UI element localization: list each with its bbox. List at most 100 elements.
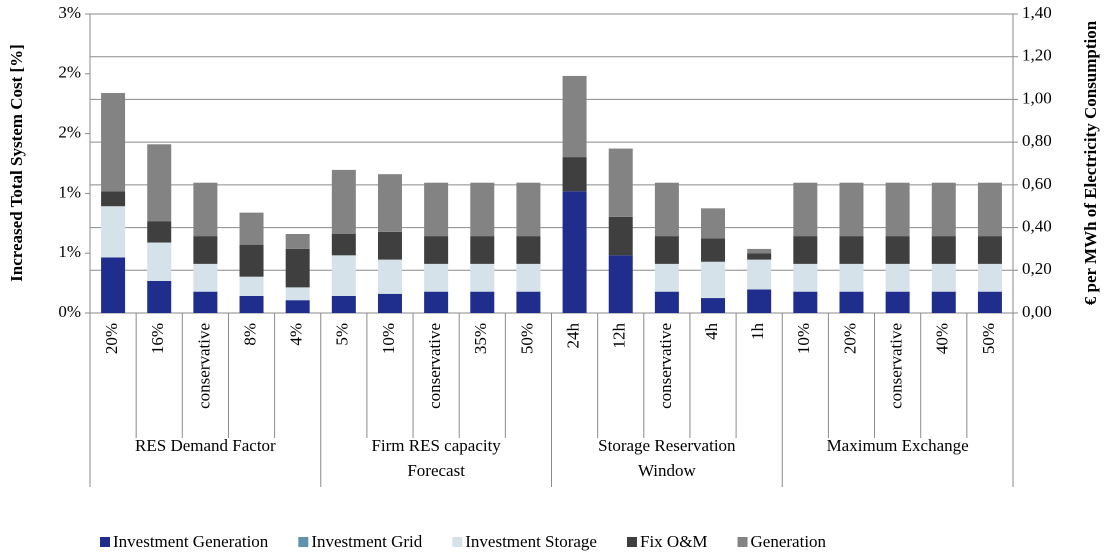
bar-segment bbox=[654, 236, 679, 264]
bar-segment bbox=[470, 182, 495, 237]
bar-segment bbox=[377, 259, 402, 294]
bar-segment bbox=[793, 182, 818, 237]
x-tick-label: 4h bbox=[702, 323, 721, 341]
group-label: RES Demand Factor bbox=[135, 436, 276, 455]
legend-swatch bbox=[100, 537, 110, 547]
bar-segment bbox=[839, 182, 864, 237]
bar-segment bbox=[470, 291, 495, 313]
bar-segment bbox=[562, 75, 587, 158]
bar-segment bbox=[747, 259, 772, 290]
bar-segment bbox=[285, 233, 310, 249]
x-tick-label: 40% bbox=[933, 323, 952, 354]
group-label: Firm RES capacity bbox=[371, 436, 501, 455]
y-tick-label: 1% bbox=[58, 242, 81, 261]
x-tick-label: conservative bbox=[194, 323, 213, 409]
bar-segment bbox=[470, 236, 495, 264]
y2-tick-label: 0,00 bbox=[1022, 302, 1052, 321]
bar-segment bbox=[977, 236, 1002, 264]
bar-segment bbox=[285, 287, 310, 301]
x-tick-label: conservative bbox=[887, 323, 906, 409]
y-axis-title: Increased Total System Cost [%] bbox=[7, 44, 26, 282]
bar-segment bbox=[931, 263, 956, 292]
bar-segment bbox=[285, 248, 310, 288]
x-tick-label: 20% bbox=[840, 323, 859, 354]
legend-swatch bbox=[452, 537, 463, 547]
bar-segment bbox=[793, 263, 818, 292]
x-tick-label: 12h bbox=[610, 323, 629, 349]
bar-segment bbox=[193, 291, 218, 313]
bar-segment bbox=[977, 291, 1002, 313]
bar-segment bbox=[885, 182, 910, 237]
bar-segment bbox=[101, 257, 126, 313]
bar-segment bbox=[839, 263, 864, 292]
y-tick-label: 1% bbox=[58, 182, 81, 201]
bar-segment bbox=[885, 236, 910, 264]
bar-segment bbox=[701, 261, 726, 299]
group-label: Storage Reservation bbox=[598, 436, 736, 455]
bar-segment bbox=[977, 182, 1002, 237]
x-tick-label: conservative bbox=[425, 323, 444, 409]
bar-segment bbox=[885, 291, 910, 313]
x-tick-label: 20% bbox=[102, 323, 121, 354]
bar-segment bbox=[977, 263, 1002, 292]
bar-segment bbox=[931, 291, 956, 313]
x-tick-label: 8% bbox=[240, 323, 259, 346]
bar-segment bbox=[377, 231, 402, 260]
y-tick-label: 2% bbox=[58, 63, 81, 82]
bar-segment bbox=[608, 148, 633, 217]
legend-label: Investment Storage bbox=[465, 532, 597, 551]
bar-segment bbox=[239, 276, 264, 296]
bar-segment bbox=[608, 255, 633, 313]
bar-segment bbox=[701, 298, 726, 313]
bar-segment bbox=[654, 182, 679, 237]
group-label: Window bbox=[638, 461, 697, 480]
x-tick-label: 10% bbox=[794, 323, 813, 354]
y-tick-label: 3% bbox=[58, 3, 81, 22]
y2-tick-label: 1,20 bbox=[1022, 46, 1052, 65]
bar-segment bbox=[239, 295, 264, 313]
bar-segment bbox=[885, 263, 910, 292]
x-tick-label: 50% bbox=[517, 323, 536, 354]
bar-segment bbox=[147, 144, 172, 222]
bar-segment bbox=[331, 295, 356, 313]
bar-segment bbox=[701, 208, 726, 239]
bar-segment bbox=[239, 244, 264, 277]
y2-tick-label: 0,40 bbox=[1022, 216, 1052, 235]
bar-segment bbox=[147, 242, 172, 281]
bar-segment bbox=[331, 169, 356, 234]
bar-segment bbox=[516, 291, 541, 313]
bar-segment bbox=[331, 233, 356, 256]
bar-segment bbox=[470, 263, 495, 292]
bar-segment bbox=[239, 212, 264, 245]
bar-segment bbox=[654, 291, 679, 313]
x-tick-label: conservative bbox=[656, 323, 675, 409]
group-label: Maximum Exchange bbox=[827, 436, 969, 455]
x-tick-label: 24h bbox=[563, 323, 582, 349]
bar-segment bbox=[147, 221, 172, 243]
group-label: Forecast bbox=[407, 461, 465, 480]
x-tick-label: 35% bbox=[471, 323, 490, 354]
bar-segment bbox=[839, 291, 864, 313]
legend-label: Generation bbox=[751, 532, 827, 551]
legend-label: Investment Grid bbox=[311, 532, 422, 551]
bar-segment bbox=[147, 280, 172, 313]
bar-segment bbox=[608, 216, 633, 256]
bar-segment bbox=[101, 93, 126, 192]
bar-segment bbox=[931, 182, 956, 237]
legend-swatch bbox=[737, 537, 748, 547]
bar-segment bbox=[331, 255, 356, 296]
bar-segment bbox=[193, 236, 218, 264]
y-tick-label: 2% bbox=[58, 123, 81, 142]
x-tick-label: 10% bbox=[379, 323, 398, 354]
x-tick-label: 5% bbox=[333, 323, 352, 346]
y2-tick-label: 0,60 bbox=[1022, 174, 1052, 193]
bar-segment bbox=[562, 191, 587, 313]
bar-segment bbox=[701, 238, 726, 262]
bar-segment bbox=[193, 182, 218, 237]
bar-segment bbox=[562, 157, 587, 192]
bar-segment bbox=[424, 263, 449, 292]
legend-swatch bbox=[298, 537, 309, 547]
bar-segment bbox=[377, 174, 402, 232]
bar-segment bbox=[747, 253, 772, 260]
